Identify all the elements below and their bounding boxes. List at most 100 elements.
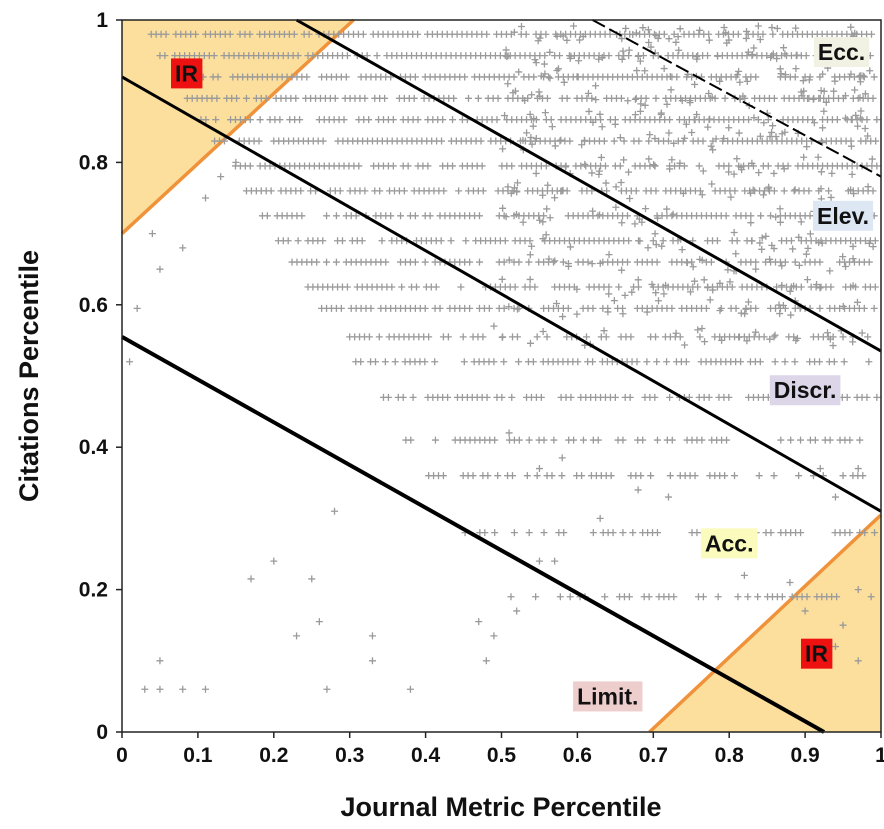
data-point <box>732 250 740 258</box>
data-point <box>626 194 634 202</box>
data-point <box>819 124 827 132</box>
data-point <box>743 337 751 345</box>
data-point <box>523 472 531 480</box>
data-point <box>483 30 491 38</box>
data-point <box>663 205 671 213</box>
data-point <box>867 593 875 601</box>
data-point <box>682 358 690 366</box>
data-point <box>752 258 760 266</box>
data-point <box>641 101 649 109</box>
data-point <box>770 94 778 102</box>
data-point <box>685 393 693 401</box>
data-point <box>842 262 850 270</box>
data-point <box>714 52 722 60</box>
data-point <box>523 129 531 137</box>
data-point <box>634 52 642 60</box>
data-point <box>559 32 567 40</box>
x-tick-label: 1 <box>875 744 884 767</box>
data-point <box>748 159 756 167</box>
data-point <box>830 358 838 366</box>
data-point <box>550 436 558 444</box>
data-point <box>731 187 739 195</box>
data-point <box>455 187 463 195</box>
data-point <box>770 169 778 177</box>
data-point <box>803 276 811 284</box>
data-point <box>705 393 713 401</box>
data-point <box>651 135 659 143</box>
data-point <box>514 179 522 187</box>
data-point <box>263 212 271 220</box>
data-point <box>505 303 513 311</box>
data-point <box>551 142 559 150</box>
data-point <box>639 24 647 32</box>
data-point <box>870 73 878 81</box>
data-point <box>636 237 644 245</box>
data-point <box>331 507 339 515</box>
data-point <box>284 237 292 245</box>
data-point <box>609 529 617 537</box>
data-point <box>869 243 877 251</box>
region-label-box <box>171 58 203 89</box>
data-point <box>525 436 533 444</box>
data-point <box>510 28 518 36</box>
data-point <box>817 185 825 193</box>
data-point <box>490 322 498 330</box>
data-point <box>536 216 544 224</box>
data-point <box>421 358 429 366</box>
data-point <box>556 593 564 601</box>
data-point <box>733 237 741 245</box>
data-point <box>631 111 639 119</box>
data-point <box>313 258 321 266</box>
data-point <box>526 237 534 245</box>
data-point <box>414 116 422 124</box>
data-point <box>654 214 662 222</box>
data-point <box>816 94 824 102</box>
data-point <box>594 436 602 444</box>
data-point <box>652 333 660 341</box>
data-point <box>725 168 733 176</box>
data-point <box>722 212 730 220</box>
data-point <box>849 255 857 263</box>
data-point <box>432 283 440 291</box>
data-point <box>680 162 688 170</box>
data-point <box>589 304 597 312</box>
data-point <box>580 136 588 144</box>
data-point <box>560 78 568 86</box>
data-point <box>537 72 545 80</box>
x-tick-label: 0.2 <box>259 744 288 767</box>
data-point <box>573 310 581 318</box>
data-point <box>213 94 221 102</box>
data-point <box>652 289 660 297</box>
data-point <box>246 162 254 170</box>
data-point <box>673 73 681 81</box>
data-point <box>670 30 678 38</box>
data-point <box>637 100 645 108</box>
data-point <box>651 393 659 401</box>
data-point <box>716 307 724 315</box>
data-point <box>475 258 483 266</box>
data-point <box>795 233 803 241</box>
data-point <box>409 393 417 401</box>
x-tick-label: 0.9 <box>790 744 819 767</box>
data-point <box>693 110 701 118</box>
region-label-text: Discr. <box>774 377 837 403</box>
data-point <box>308 575 316 583</box>
data-point <box>561 163 569 171</box>
region-label-acc: Acc. <box>700 528 758 559</box>
region-label-discr: Discr. <box>769 375 841 406</box>
data-point <box>358 237 366 245</box>
data-point <box>704 284 712 292</box>
data-point <box>767 53 775 61</box>
data-point <box>530 73 538 81</box>
data-point <box>754 116 762 124</box>
data-point <box>819 70 827 78</box>
data-point <box>624 97 632 105</box>
data-point <box>212 116 220 124</box>
data-point <box>721 94 729 102</box>
data-point <box>803 143 811 151</box>
data-point <box>541 109 549 117</box>
data-point <box>457 283 465 291</box>
data-point <box>720 23 728 31</box>
data-point <box>504 183 512 191</box>
data-point <box>574 358 582 366</box>
